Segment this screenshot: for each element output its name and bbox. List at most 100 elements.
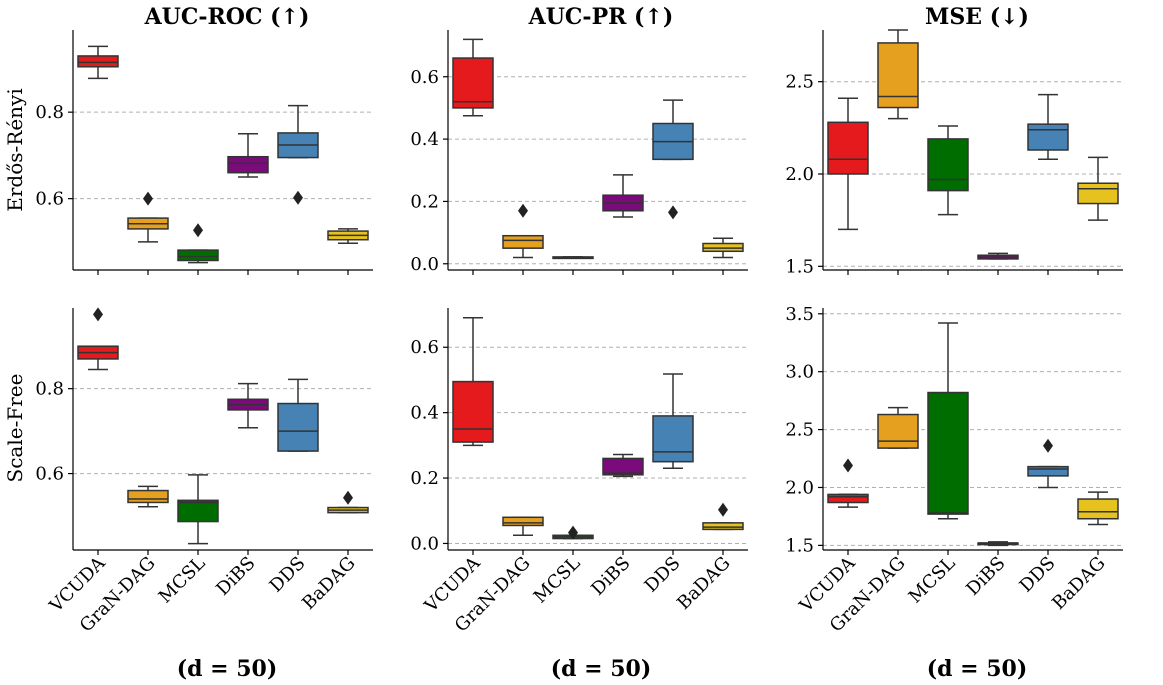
iqr-box	[127, 489, 169, 504]
y-tick-label: 2.5	[785, 420, 814, 441]
x-tick-label: DDS	[1016, 553, 1060, 597]
panel-er-2: 0.0 0.2 0.4 0.6	[410, 30, 748, 275]
x-tick-label: BaDAG	[1048, 553, 1109, 614]
box-gran-dag	[877, 29, 919, 120]
iqr-box	[177, 499, 219, 523]
box-dibs	[977, 252, 1019, 260]
iqr-box	[177, 249, 219, 262]
outlier-marker	[568, 525, 578, 540]
outlier-marker	[193, 223, 203, 238]
panel-er-1: 0.6 0.8	[35, 30, 373, 275]
y-tick-label: 2.0	[785, 477, 814, 498]
box-dibs	[227, 382, 269, 429]
box-dibs	[977, 541, 1019, 547]
iqr-box	[877, 413, 919, 449]
x-tick-label: MCSL	[155, 553, 210, 608]
iqr-box	[502, 234, 544, 249]
box-gran-dag	[502, 516, 544, 537]
box-vcuda	[827, 458, 869, 508]
iqr-box	[602, 457, 644, 476]
iqr-box	[827, 121, 869, 175]
panel-er-3: 1.5 2.0 2.5	[785, 29, 1123, 277]
outlier-marker	[843, 458, 853, 473]
x-tick-label: MCSL	[530, 553, 585, 608]
box-dibs	[602, 174, 644, 218]
y-tick-label: 0.8	[35, 379, 64, 400]
outlier-marker	[93, 307, 103, 322]
outlier-marker	[343, 490, 353, 505]
y-tick-label: 1.5	[785, 535, 814, 556]
footer-d50-col2: (d = 50)	[551, 656, 652, 682]
y-tick-label: 3.0	[785, 362, 814, 383]
iqr-box	[652, 415, 694, 463]
box-gran-dag	[127, 485, 169, 508]
iqr-box	[1027, 465, 1069, 477]
outlier-marker	[143, 191, 153, 206]
iqr-box	[1077, 498, 1119, 520]
row-label-scale-free: Scale-Free	[3, 374, 27, 483]
box-vcuda	[452, 38, 494, 117]
box-dibs	[227, 133, 269, 178]
box-vcuda	[77, 45, 119, 80]
panels: 0.60.80.00.20.40.61.52.02.50.60.8VCUDAGr…	[35, 29, 1123, 636]
iqr-box	[1077, 182, 1119, 205]
y-tick-label: 1.5	[785, 256, 814, 277]
iqr-box	[452, 57, 494, 109]
col-title-auc-pr: AUC-PR (↑)	[528, 4, 674, 30]
y-tick-label: 0.2	[410, 468, 439, 489]
iqr-box	[277, 402, 319, 452]
iqr-box	[502, 516, 544, 527]
x-tick-label: DiBS	[962, 553, 1009, 600]
y-tick-label: 0.6	[410, 337, 439, 358]
y-tick-label: 0.6	[35, 464, 64, 485]
outlier-marker	[518, 203, 528, 218]
row-label-erdos-renyi: Erdős-Rényi	[3, 88, 27, 212]
y-tick-label: 0.0	[410, 533, 439, 554]
x-tick-label: DiBS	[587, 553, 634, 600]
box-dds	[1027, 438, 1069, 489]
outlier-marker	[293, 190, 303, 205]
box-badag	[702, 502, 744, 531]
box-mcsl	[177, 223, 219, 264]
box-mcsl	[177, 474, 219, 545]
box-mcsl	[552, 525, 594, 540]
box-dds	[1027, 93, 1069, 160]
outlier-marker	[718, 502, 728, 517]
x-tick-label: DiBS	[212, 553, 259, 600]
box-badag	[327, 490, 369, 514]
box-mcsl	[927, 125, 969, 216]
iqr-box	[927, 391, 969, 515]
box-gran-dag	[502, 203, 544, 259]
iqr-box	[227, 155, 269, 174]
box-mcsl	[927, 322, 969, 520]
box-gran-dag	[877, 406, 919, 449]
box-gran-dag	[127, 191, 169, 243]
box-dds	[652, 99, 694, 220]
box-dds	[277, 104, 319, 205]
box-badag	[1077, 491, 1119, 526]
iqr-box	[1027, 123, 1069, 151]
y-tick-label: 0.6	[410, 67, 439, 88]
y-tick-label: 2.0	[785, 164, 814, 185]
y-tick-label: 0.4	[410, 129, 439, 150]
iqr-box	[827, 493, 869, 504]
box-badag	[1077, 156, 1119, 221]
col-title-mse: MSE (↓)	[925, 4, 1029, 30]
y-tick-label: 0.4	[410, 403, 439, 424]
x-tick-label: DDS	[266, 553, 310, 597]
x-tick-label: BaDAG	[298, 553, 359, 614]
iqr-box	[702, 522, 744, 531]
y-tick-label: 0.8	[35, 102, 64, 123]
box-dds	[277, 378, 319, 452]
x-tick-label: MCSL	[905, 553, 960, 608]
box-badag	[702, 237, 744, 259]
box-vcuda	[452, 317, 494, 447]
footer-d50-col1: (d = 50)	[177, 656, 278, 682]
outlier-marker	[668, 205, 678, 220]
outlier-marker	[1043, 438, 1053, 453]
iqr-box	[452, 380, 494, 443]
box-mcsl	[552, 256, 594, 260]
